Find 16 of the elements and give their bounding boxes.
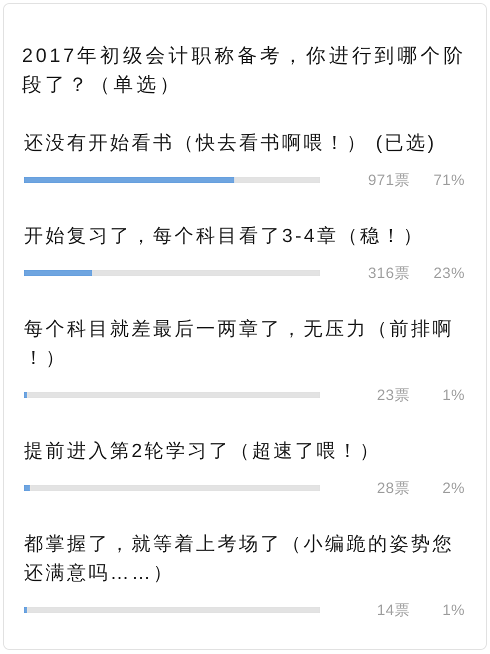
text: 14票 bbox=[376, 602, 410, 619]
y-tick-label: 开始复习了，每个科目看了3-4章（稳！） bbox=[24, 225, 424, 247]
data-label: 71% bbox=[433, 172, 465, 189]
chart-title: 2017年初级会计职称备考，你进行到哪个阶段了？（单选） bbox=[22, 45, 466, 96]
data-label: 23% bbox=[433, 265, 465, 282]
y-tick-label: 都掌握了，就等着上考场了（小编跪的姿势您还满意吗……） bbox=[24, 533, 454, 584]
data-label: 1% bbox=[442, 602, 465, 619]
text: 23票 bbox=[376, 387, 410, 404]
data-label: 2% bbox=[442, 480, 465, 497]
data-label: 1% bbox=[442, 387, 465, 404]
text: 971票 bbox=[368, 172, 410, 189]
text: 316票 bbox=[368, 265, 410, 282]
y-tick-label: 提前进入第2轮学习了（超速了喂！） bbox=[24, 441, 382, 462]
y-tick-label: 每个科目就差最后一两章了，无压力（前排啊！） bbox=[24, 318, 454, 369]
text: 28票 bbox=[376, 480, 410, 497]
y-tick-label: 还没有开始看书（快去看书啊喂！） (已选) bbox=[24, 133, 436, 154]
